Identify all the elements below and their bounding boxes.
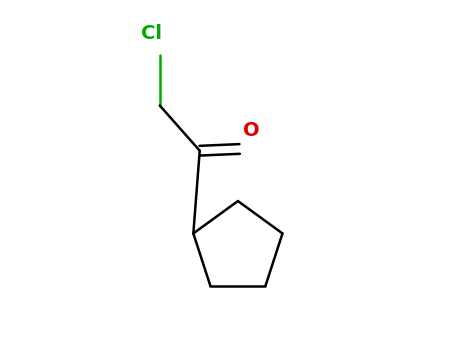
Text: O: O xyxy=(243,121,259,140)
Text: Cl: Cl xyxy=(141,24,162,43)
